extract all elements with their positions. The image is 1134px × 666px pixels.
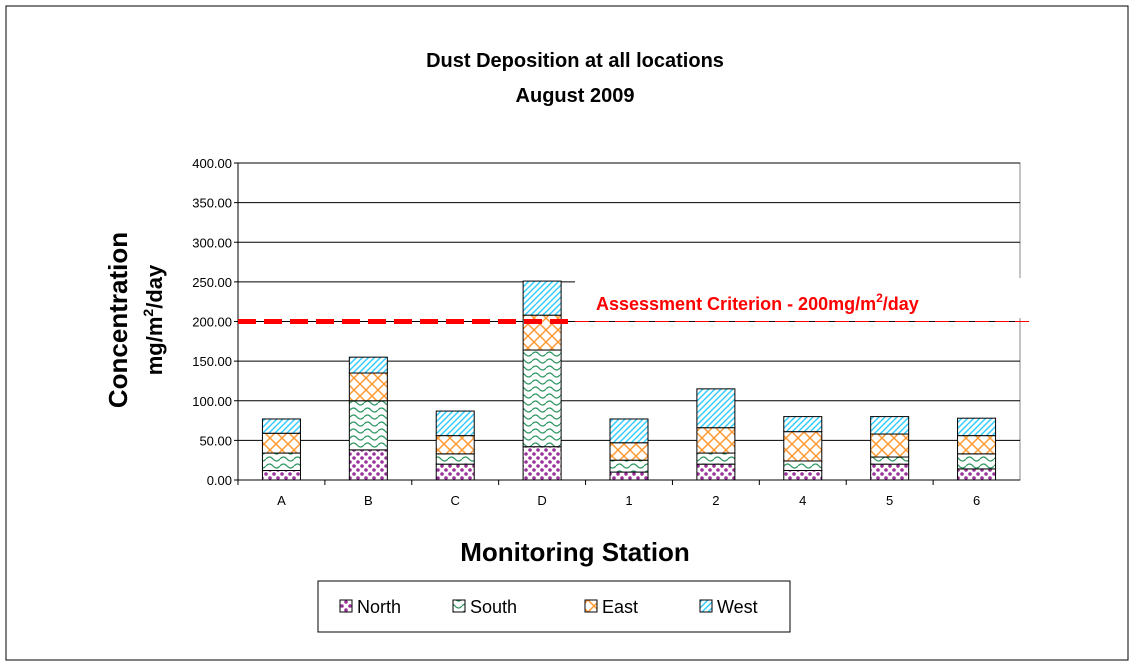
- bar-segment: [435, 410, 475, 437]
- x-tick-label: 1: [625, 493, 632, 508]
- unit-text: mg/m: [142, 317, 167, 376]
- bar-segment: [348, 449, 388, 481]
- unit-sup: 2: [140, 309, 156, 317]
- y-tick-label: 300.00: [192, 235, 232, 250]
- x-tick-label: 4: [799, 493, 806, 508]
- criterion-text: /day: [883, 294, 919, 314]
- x-tick-label: B: [364, 493, 373, 508]
- bar-segment: [957, 435, 997, 455]
- x-tick-label: D: [537, 493, 546, 508]
- legend-swatch: [339, 599, 353, 613]
- bar-segment: [522, 280, 562, 316]
- bar-segment: [609, 471, 649, 481]
- bar-segment: [696, 463, 736, 481]
- bar-segment: [261, 418, 301, 434]
- bar-segment: [435, 435, 475, 455]
- criterion-label-bg: [575, 278, 1022, 318]
- legend-swatch: [452, 599, 466, 613]
- bar-segment: [783, 469, 823, 481]
- bar-segment: [870, 463, 910, 481]
- bar-segment: [348, 356, 388, 374]
- bar-segment: [609, 459, 649, 473]
- bar-segment: [696, 452, 736, 465]
- legend-label: East: [602, 597, 638, 617]
- chart-title: Dust Deposition at all locations: [426, 50, 724, 72]
- x-tick-label: 6: [973, 493, 980, 508]
- bar-segment: [261, 469, 301, 481]
- bar-segment: [609, 418, 649, 444]
- legend-swatch: [584, 599, 598, 613]
- bar-segment: [870, 433, 910, 458]
- bar-segment: [435, 453, 475, 465]
- x-tick-label: 2: [712, 493, 719, 508]
- x-tick-label: C: [451, 493, 460, 508]
- bar-segment: [696, 427, 736, 454]
- legend-label: West: [717, 597, 758, 617]
- legend-label: North: [357, 597, 401, 617]
- y-tick-label: 200.00: [192, 315, 232, 330]
- legend-label: South: [470, 597, 517, 617]
- criterion-sup: 2: [876, 291, 883, 305]
- y-tick-label: 100.00: [192, 394, 232, 409]
- y-tick-label: 150.00: [192, 354, 232, 369]
- y-tick-label: 50.00: [199, 433, 232, 448]
- x-tick-label: 5: [886, 493, 893, 508]
- bar-segment: [696, 388, 736, 429]
- criterion-text: Assessment Criterion - 200mg/m: [596, 294, 876, 314]
- y-axis-unit: mg/m2/day: [140, 264, 167, 375]
- bar-segment: [261, 432, 301, 454]
- bar-segment: [522, 349, 562, 448]
- y-tick-label: 350.00: [192, 196, 232, 211]
- bar-segment: [609, 442, 649, 461]
- y-tick-label: 0.00: [207, 473, 232, 488]
- bar-segment: [957, 417, 997, 437]
- x-tick-label: A: [277, 493, 286, 508]
- chart-subtitle: August 2009: [516, 85, 635, 107]
- bar-segment: [783, 431, 823, 462]
- bar-segment: [957, 453, 997, 470]
- bar-segment: [870, 456, 910, 465]
- unit-text: /day: [142, 264, 167, 309]
- bar-segment: [783, 460, 823, 471]
- y-tick-label: 250.00: [192, 275, 232, 290]
- bar-segment: [870, 416, 910, 435]
- y-tick-label: 400.00: [192, 156, 232, 171]
- legend-swatch: [699, 599, 713, 613]
- bar-segment: [522, 446, 562, 481]
- bar-segment: [261, 452, 301, 471]
- x-axis-title: Monitoring Station: [460, 537, 690, 567]
- bar-segment: [435, 463, 475, 481]
- y-axis-title: Concentration: [103, 232, 133, 408]
- bar-segment: [348, 400, 388, 451]
- bar-segment: [957, 468, 997, 481]
- criterion-label: Assessment Criterion - 200mg/m2/day: [596, 291, 919, 314]
- bar-segment: [348, 372, 388, 402]
- bar-segment: [783, 416, 823, 433]
